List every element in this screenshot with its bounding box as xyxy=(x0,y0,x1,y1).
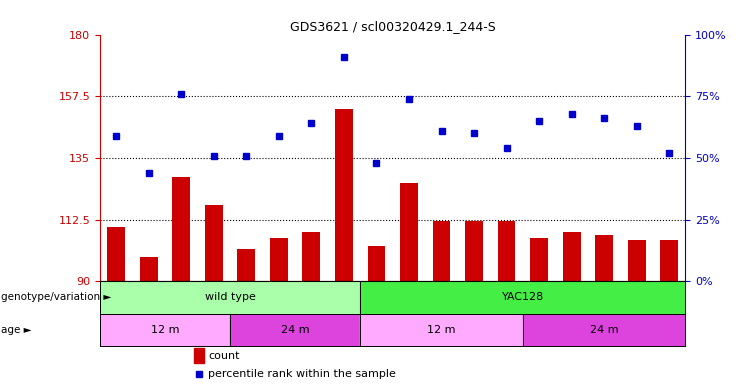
Bar xyxy=(530,238,548,281)
Text: count: count xyxy=(208,351,240,361)
Bar xyxy=(270,238,288,281)
Bar xyxy=(368,246,385,281)
Bar xyxy=(360,281,685,313)
Title: GDS3621 / scl00320429.1_244-S: GDS3621 / scl00320429.1_244-S xyxy=(290,20,496,33)
Bar xyxy=(400,183,418,281)
Text: genotype/variation ►: genotype/variation ► xyxy=(1,293,112,303)
Text: wild type: wild type xyxy=(205,293,256,303)
Bar xyxy=(107,227,125,281)
Bar xyxy=(360,313,523,346)
Text: YAC128: YAC128 xyxy=(502,293,544,303)
Bar xyxy=(173,177,190,281)
Bar xyxy=(230,313,360,346)
Text: 24 m: 24 m xyxy=(281,324,310,334)
Bar xyxy=(100,313,230,346)
Bar xyxy=(595,235,613,281)
Bar xyxy=(498,221,516,281)
Bar xyxy=(335,109,353,281)
Text: 12 m: 12 m xyxy=(151,324,179,334)
Bar xyxy=(237,248,256,281)
Bar xyxy=(562,232,580,281)
Bar xyxy=(140,257,158,281)
Bar xyxy=(660,240,678,281)
Text: percentile rank within the sample: percentile rank within the sample xyxy=(208,369,396,379)
Bar xyxy=(100,281,360,313)
Text: 12 m: 12 m xyxy=(428,324,456,334)
Bar xyxy=(465,221,483,281)
Bar xyxy=(205,205,223,281)
Bar xyxy=(628,240,645,281)
Bar xyxy=(193,348,205,363)
Text: age ►: age ► xyxy=(1,324,32,334)
Bar xyxy=(302,232,320,281)
Bar xyxy=(523,313,685,346)
Bar xyxy=(433,221,451,281)
Text: 24 m: 24 m xyxy=(590,324,619,334)
